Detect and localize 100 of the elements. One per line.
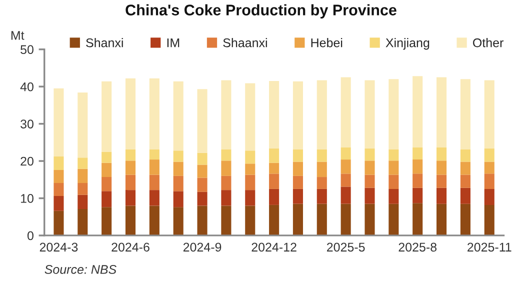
bar (125, 190, 136, 206)
bar (221, 80, 232, 150)
bar (173, 176, 184, 192)
bar (149, 160, 160, 175)
bar (102, 207, 112, 236)
bar (292, 162, 303, 176)
x-tick-label: 2025-8 (398, 242, 437, 252)
bar (340, 174, 351, 187)
source-note: Source: NBS (44, 265, 116, 274)
bar (412, 203, 423, 236)
y-tick-label: 0 (27, 231, 34, 240)
legend-label: Hebei (311, 38, 342, 48)
bar (78, 92, 88, 158)
bar (269, 148, 280, 163)
bar (292, 188, 303, 204)
bar (269, 174, 280, 189)
legend-label: Other (473, 38, 504, 48)
bar (149, 190, 160, 206)
x-tick-label: 2024-12 (252, 242, 296, 252)
bar (340, 77, 351, 148)
bar (388, 174, 399, 189)
bar (316, 188, 327, 204)
bar (78, 209, 88, 236)
bar (269, 188, 280, 205)
legend-label: Shanxi (86, 38, 123, 48)
bar (316, 162, 327, 178)
bar (78, 168, 88, 183)
x-tick-label: 2024-6 (112, 242, 150, 252)
bar (173, 150, 184, 162)
bar (102, 177, 112, 192)
bar (436, 160, 447, 175)
bar (54, 88, 64, 157)
bar (125, 160, 136, 175)
bar (149, 78, 160, 150)
bar (125, 174, 136, 190)
bar (54, 182, 64, 196)
bar (173, 207, 184, 236)
bar (292, 176, 303, 189)
bar (102, 191, 112, 208)
bar (102, 152, 112, 163)
bar (292, 149, 303, 162)
bar (149, 206, 160, 236)
bar (412, 147, 423, 160)
bar (340, 160, 351, 174)
bar (78, 158, 88, 169)
bar (197, 164, 208, 178)
bar (197, 192, 208, 206)
bar (54, 156, 64, 170)
bar (436, 174, 447, 188)
bar (102, 81, 112, 152)
bar (484, 148, 494, 162)
bar (269, 162, 280, 174)
bar (340, 186, 351, 204)
y-tick-label: 10 (21, 194, 34, 203)
bar (125, 78, 136, 150)
bar (197, 152, 208, 165)
bar (484, 80, 494, 148)
legend-label: Xinjiang (386, 38, 430, 50)
bar (316, 80, 327, 150)
bar (149, 149, 160, 160)
bar (388, 149, 399, 161)
bar (54, 210, 64, 236)
bar (245, 190, 256, 206)
bar (364, 80, 375, 148)
bar (388, 160, 399, 175)
bar (269, 204, 280, 236)
bar (54, 196, 64, 211)
bar (460, 188, 470, 204)
bar (245, 206, 256, 236)
bar (364, 174, 375, 188)
bar (388, 204, 399, 236)
bar (221, 190, 232, 206)
y-axis-title: Mt (11, 31, 24, 40)
bar (412, 76, 423, 148)
bar (364, 148, 375, 161)
bar (221, 160, 232, 176)
bar (78, 194, 88, 210)
bar (340, 204, 351, 236)
bar (245, 174, 256, 190)
y-tick-label: 20 (20, 156, 34, 166)
bar (149, 174, 160, 190)
y-tick-label: 50 (20, 45, 34, 54)
x-tick-label: 2024-3 (40, 242, 78, 252)
chart-title: China's Coke Production by Province (126, 4, 396, 18)
bar (340, 147, 351, 160)
bar (292, 81, 303, 150)
bar (388, 79, 399, 150)
bar (221, 176, 232, 190)
bar (269, 80, 280, 148)
bar (460, 149, 470, 162)
bar (173, 191, 184, 208)
bar (78, 182, 88, 195)
bar (460, 162, 470, 175)
bar (54, 170, 64, 183)
bar (364, 188, 375, 204)
bar (412, 160, 423, 174)
bar (102, 162, 112, 178)
bar (316, 204, 327, 236)
bar (484, 188, 494, 205)
bar (388, 188, 399, 204)
